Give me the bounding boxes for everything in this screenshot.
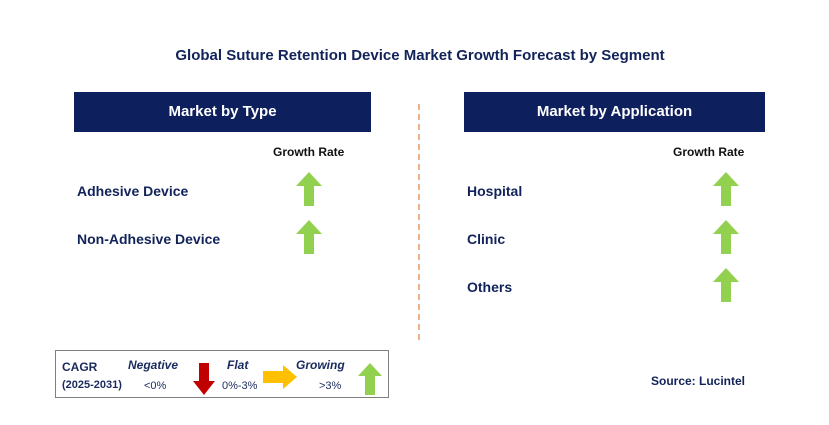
source-note: Source: Lucintel: [651, 374, 746, 388]
up-arrow-icon: [296, 220, 322, 254]
type-growth-rate-label: Growth Rate: [273, 145, 345, 159]
up-arrow-icon: [713, 220, 739, 254]
legend-growing-label: Growing: [296, 358, 345, 372]
up-arrow-icon: [296, 172, 322, 206]
up-arrow-icon: [713, 172, 739, 206]
right-arrow-icon: [263, 365, 297, 389]
legend-growing-range: >3%: [319, 380, 342, 392]
application-item-label: Hospital: [467, 183, 523, 199]
legend-period: (2025-2031): [62, 379, 122, 391]
type-item-label: Adhesive Device: [77, 183, 189, 199]
panel-divider: [418, 104, 420, 340]
application-panel-header: Market by Application: [464, 92, 765, 132]
legend-negative-range: <0%: [144, 380, 167, 392]
type-panel-header: Market by Type: [74, 92, 371, 132]
type-item-label: Non-Adhesive Device: [77, 231, 221, 247]
application-item-label: Others: [467, 279, 513, 295]
application-growth-rate-label: Growth Rate: [673, 145, 745, 159]
up-arrow-icon: [713, 268, 739, 302]
down-arrow-icon: [193, 363, 215, 395]
legend-flat-range: 0%-3%: [222, 380, 258, 392]
application-item-label: Clinic: [467, 231, 506, 247]
page-title: Global Suture Retention Device Market Gr…: [175, 47, 665, 64]
legend-flat-label: Flat: [227, 358, 249, 372]
cagr-legend: CAGR (2025-2031) Negative <0% Flat 0%-3%…: [55, 350, 389, 398]
legend-cagr-label: CAGR: [62, 360, 98, 374]
up-arrow-icon: [358, 363, 382, 395]
legend-negative-label: Negative: [128, 358, 179, 372]
